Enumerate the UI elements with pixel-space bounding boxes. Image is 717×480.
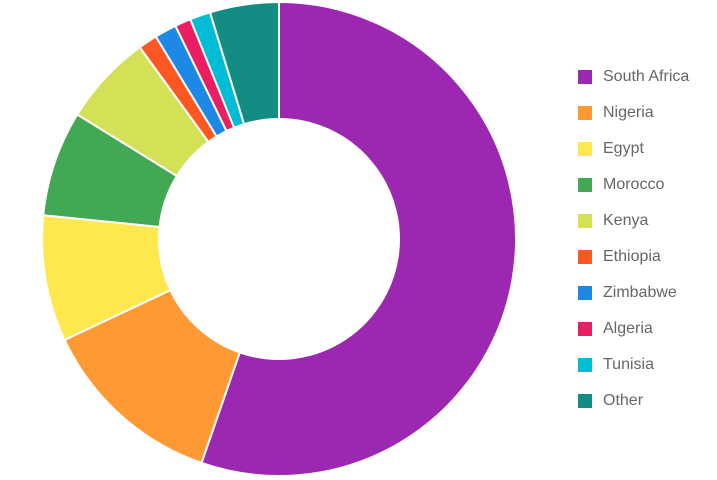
legend-label[interactable]: Kenya <box>603 212 648 229</box>
legend-label[interactable]: Other <box>603 392 644 409</box>
legend-swatch[interactable] <box>578 322 592 336</box>
legend-label[interactable]: Nigeria <box>603 104 654 121</box>
legend-swatch[interactable] <box>578 214 592 228</box>
legend-swatch[interactable] <box>578 106 592 120</box>
legend-swatch[interactable] <box>578 250 592 264</box>
legend-label[interactable]: Ethiopia <box>603 248 661 265</box>
donut-slice <box>208 0 280 126</box>
legend-swatch[interactable] <box>578 394 592 408</box>
legend-label[interactable]: Tunisia <box>603 356 654 373</box>
legend-swatch[interactable] <box>578 178 592 192</box>
legend-label[interactable]: Zimbabwe <box>603 284 677 301</box>
legend-swatch[interactable] <box>578 286 592 300</box>
donut-slice <box>200 0 517 477</box>
legend-swatch[interactable] <box>578 142 592 156</box>
legend-swatch[interactable] <box>578 358 592 372</box>
legend-label[interactable]: Algeria <box>603 320 653 337</box>
legend-label[interactable]: South Africa <box>603 68 689 85</box>
legend-label[interactable]: Morocco <box>603 176 664 193</box>
legend-label[interactable]: Egypt <box>603 140 644 157</box>
legend-swatch[interactable] <box>578 70 592 84</box>
